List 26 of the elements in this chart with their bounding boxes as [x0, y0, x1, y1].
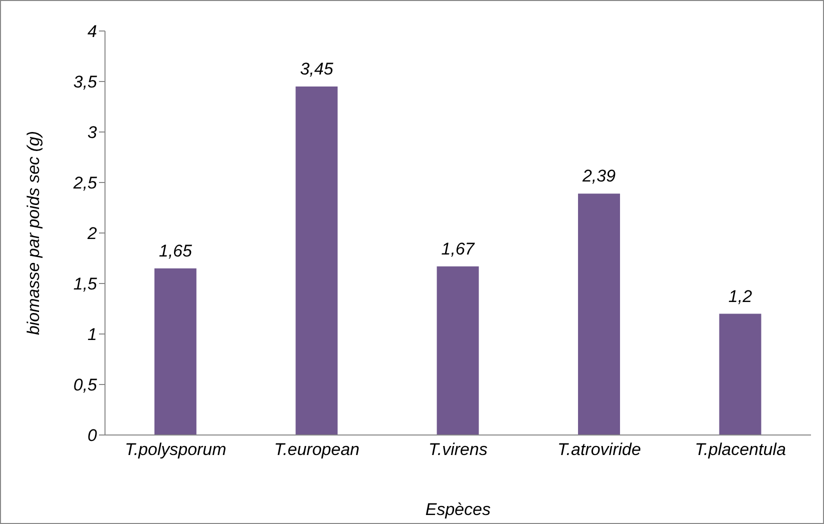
y-tick-label: 1: [88, 325, 97, 344]
bar: [719, 314, 762, 435]
y-tick-label: 2,5: [72, 174, 98, 193]
x-tick-label: T.atroviride: [557, 440, 641, 460]
y-tick-label: 2: [86, 224, 98, 244]
y-tick-label: 3,5: [73, 72, 98, 92]
data-label: 1,67: [441, 239, 475, 258]
y-tick-label: 0,5: [73, 376, 98, 395]
bar: [436, 266, 479, 435]
x-tick-label: T.european: [274, 440, 360, 460]
bar: [578, 194, 620, 435]
x-tick-label: T.polysporum: [124, 440, 226, 460]
data-label: 3,45: [300, 60, 334, 79]
x-tick-label: T.virens: [428, 440, 488, 460]
data-label: 1,65: [158, 241, 193, 260]
bar: [296, 86, 338, 435]
y-tick-label: 1,5: [73, 274, 98, 294]
bar: [154, 268, 196, 435]
x-axis-title: Espèces: [425, 500, 492, 519]
x-tick-label: T.placentula: [694, 440, 786, 460]
y-tick-label: 0: [88, 426, 98, 446]
data-label: 2,39: [581, 166, 616, 186]
y-tick-label: 4: [88, 22, 97, 42]
y-tick-label: 3: [88, 123, 98, 142]
data-label: 1,2: [728, 286, 753, 306]
y-axis-title: biomasse par poids sec (g): [24, 130, 44, 336]
